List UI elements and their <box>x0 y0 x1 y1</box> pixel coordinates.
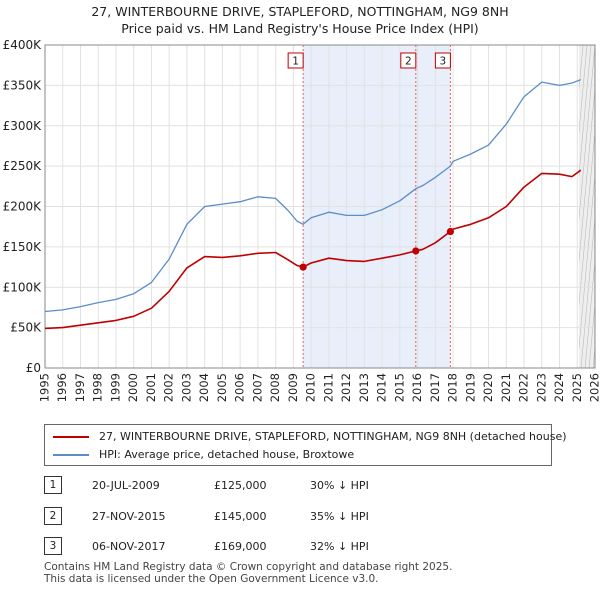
sale-hpi-diff: 30% ↓ HPI <box>310 479 369 492</box>
footer-licence: This data is licensed under the Open Gov… <box>44 573 379 585</box>
x-tick-label: 2003 <box>179 373 193 402</box>
hpi-line <box>44 79 582 313</box>
sale-marker-badge: 1 <box>44 476 62 494</box>
sale-point <box>446 227 455 236</box>
x-tick-label: 2001 <box>144 373 158 402</box>
x-tick-label: 1995 <box>38 373 52 402</box>
x-tick-label: 2014 <box>375 373 389 402</box>
y-tick-label: £350K <box>3 78 43 92</box>
sale-point <box>299 263 307 271</box>
x-tick-label: 2025 <box>570 373 584 402</box>
sale-date: 20-JUL-2009 <box>92 479 160 492</box>
x-tick-label: 2026 <box>588 373 600 402</box>
x-tick-label: 2013 <box>357 373 371 402</box>
x-tick-label: 1999 <box>108 373 122 402</box>
chart-subtitle: Price paid vs. HM Land Registry's House … <box>121 21 479 36</box>
y-tick-label: £250K <box>3 159 43 173</box>
legend-label-property: 27, WINTERBOURNE DRIVE, STAPLEFORD, NOTT… <box>99 430 567 443</box>
legend-label-hpi: HPI: Average price, detached house, Brox… <box>99 448 355 461</box>
footer: Contains HM Land Registry data © Crown c… <box>44 561 452 585</box>
x-tick-label: 2005 <box>215 373 229 402</box>
property-price-line <box>44 169 582 330</box>
x-tick-label: 2019 <box>463 373 477 402</box>
x-tick-label: 2018 <box>446 373 460 402</box>
sale-date: 27-NOV-2015 <box>92 510 166 523</box>
x-tick-label: 1996 <box>55 373 69 402</box>
legend: 27, WINTERBOURNE DRIVE, STAPLEFORD, NOTT… <box>44 424 567 466</box>
x-tick-label: 2011 <box>321 373 335 402</box>
x-tick-label: 2020 <box>481 373 495 402</box>
plot-frame <box>44 44 596 369</box>
x-tick-label: 2017 <box>428 373 442 402</box>
forecast-hatch <box>580 214 596 368</box>
forecast-hatch <box>579 45 588 135</box>
sale-row-2: 2 27-NOV-2015 £145,000 35% ↓ HPI <box>44 507 564 527</box>
price-chart: £0 £50K £100K £150K £200K £250K £300K £350K £400… <box>3 38 600 402</box>
sale-hpi-diff: 32% ↓ HPI <box>310 540 369 553</box>
annotation-label: 3 <box>440 56 447 68</box>
y-tick-label: £50K <box>10 321 42 335</box>
x-tick-label: 2024 <box>552 373 566 402</box>
sale-marker-badge: 2 <box>44 507 62 525</box>
sale-row-3: 3 06-NOV-2017 £169,000 32% ↓ HPI <box>44 537 564 557</box>
y-tick-label: £150K <box>3 240 43 254</box>
x-tick-label: 2009 <box>286 373 300 402</box>
chart-title: 27, WINTERBOURNE DRIVE, STAPLEFORD, NOTT… <box>91 4 509 19</box>
annotation-box <box>287 52 304 69</box>
x-tick-label: 2012 <box>339 373 353 402</box>
y-tick-label: £200K <box>3 200 43 214</box>
x-tick-label: 2015 <box>392 373 406 402</box>
x-tick-label: 2022 <box>517 373 531 402</box>
legend-item-property: 27, WINTERBOURNE DRIVE, STAPLEFORD, NOTT… <box>53 430 567 443</box>
annotation-box <box>400 52 417 69</box>
legend-swatch-hpi <box>53 454 89 456</box>
forecast-hatch <box>579 45 592 178</box>
y-tick-label: £100K <box>3 280 43 294</box>
forecast-hatch <box>588 300 596 368</box>
x-tick-label: 2007 <box>250 373 264 402</box>
sale-price: £169,000 <box>214 540 267 553</box>
legend-item-hpi: HPI: Average price, detached house, Brox… <box>53 448 354 461</box>
annotation-box <box>434 52 451 69</box>
x-tick-label: 2016 <box>410 373 424 402</box>
x-tick-label: 1997 <box>73 373 87 402</box>
x-tick-label: 2010 <box>304 373 318 402</box>
x-tick-label: 2004 <box>197 373 211 402</box>
x-tick-label: 1998 <box>91 373 105 402</box>
legend-swatch-property <box>53 436 89 438</box>
sale-hpi-diff: 35% ↓ HPI <box>310 510 369 523</box>
y-tick-label: £0 <box>26 361 41 375</box>
x-tick-label: 2021 <box>499 373 513 402</box>
sale-price: £145,000 <box>214 510 267 523</box>
x-tick-label: 2008 <box>268 373 282 402</box>
annotation-label: 2 <box>405 56 412 68</box>
sale-point <box>412 247 420 255</box>
annotation-label: 1 <box>292 56 299 68</box>
x-tick-label: 2000 <box>126 373 140 402</box>
sale-marker-badge: 3 <box>44 537 62 555</box>
x-tick-label: 2023 <box>534 373 548 402</box>
footer-copyright: Contains HM Land Registry data © Crown c… <box>44 561 453 573</box>
sale-date: 06-NOV-2017 <box>92 540 166 553</box>
x-tick-label: 2002 <box>162 373 176 402</box>
y-tick-label: £300K <box>3 119 43 133</box>
y-tick-label: £400K <box>3 38 43 52</box>
sale-row-1: 1 20-JUL-2009 £125,000 30% ↓ HPI <box>44 476 564 496</box>
x-tick-label: 2006 <box>233 373 247 402</box>
sale-price: £125,000 <box>214 479 267 492</box>
forecast-hatch <box>584 257 596 368</box>
